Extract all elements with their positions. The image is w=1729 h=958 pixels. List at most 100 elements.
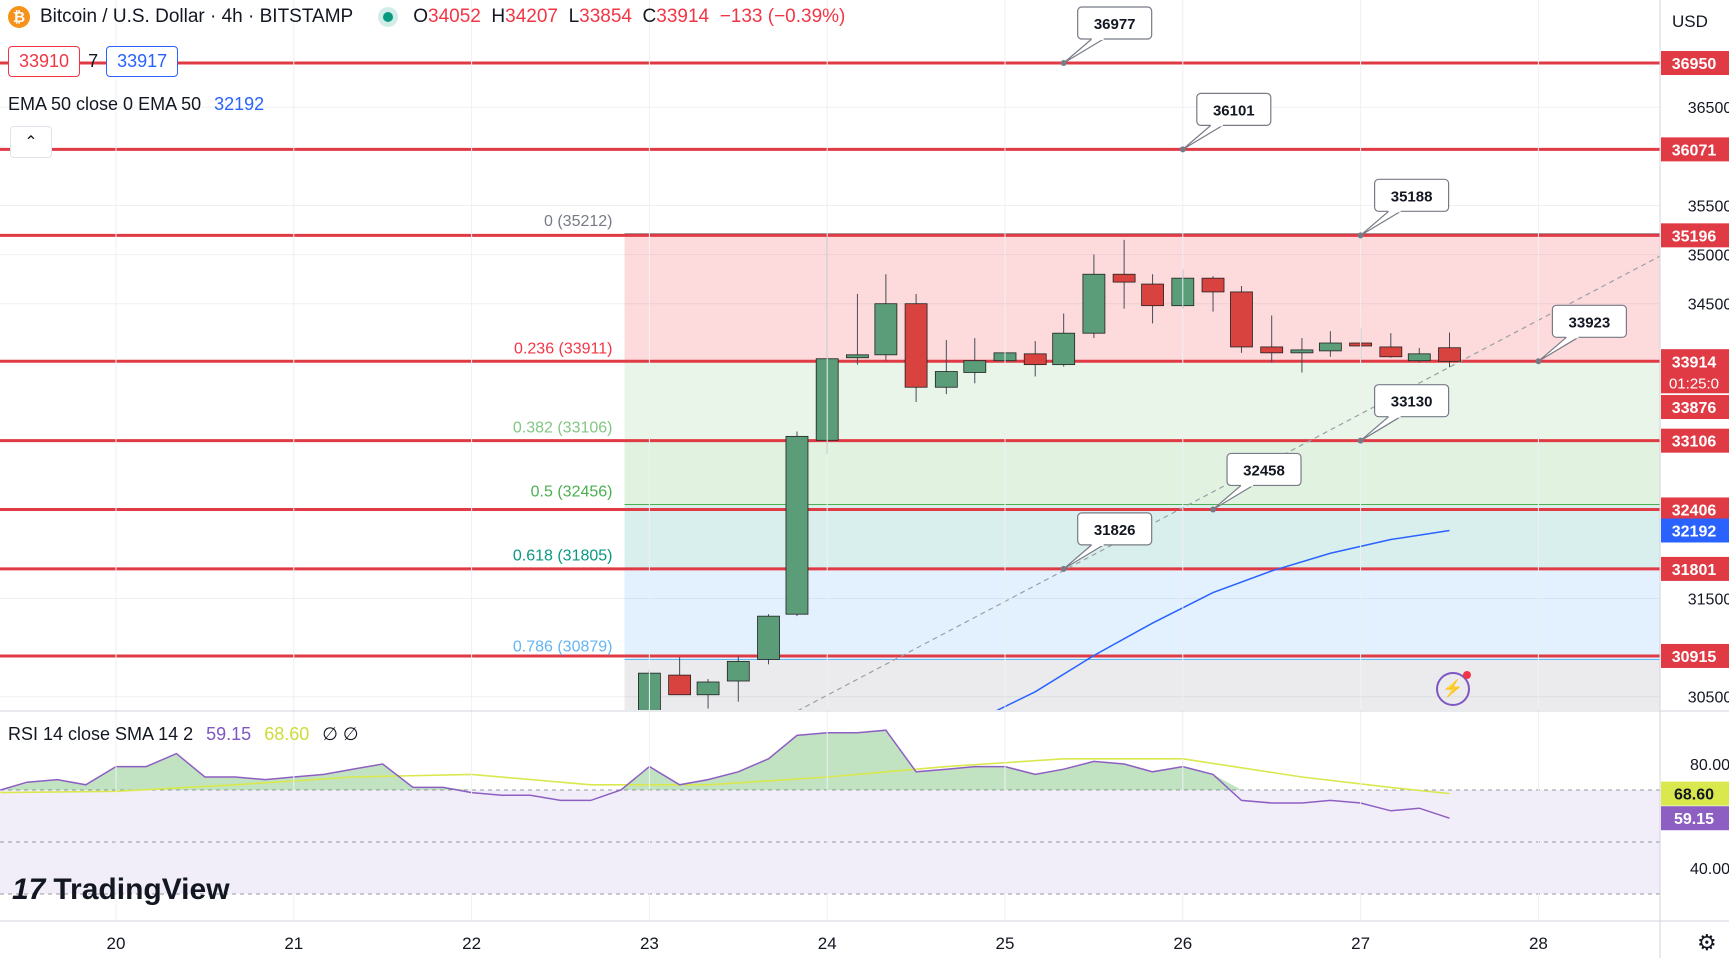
trend-line	[797, 255, 1660, 710]
buy-button[interactable]: 33917	[106, 46, 179, 77]
tradingview-logo[interactable]: 17 TradingView	[12, 873, 230, 907]
callout-label: 31826	[1094, 522, 1136, 539]
rsi-band	[0, 790, 1660, 894]
chevron-up-icon[interactable]: ⌃	[10, 126, 52, 158]
ema-value: 32192	[214, 94, 265, 114]
level-axis-badge	[1661, 428, 1729, 453]
axis-badge	[1661, 518, 1729, 543]
notification-dot	[1463, 671, 1471, 679]
candle-body	[1082, 273, 1106, 334]
callout-label: 33923	[1569, 314, 1611, 331]
level-axis-label: 31801	[1672, 562, 1717, 579]
axis-badge-label: 32192	[1672, 523, 1717, 540]
bitcoin-icon: ₿	[8, 6, 30, 28]
candle-body	[1112, 273, 1136, 283]
price-change: −133 (−0.39%)	[719, 6, 846, 27]
candle-body	[963, 360, 987, 373]
rsi-tick-label: 80.00	[1690, 757, 1729, 774]
level-axis-label: 36950	[1672, 56, 1717, 73]
callout-box	[1373, 178, 1450, 212]
time-tick-label: 21	[284, 934, 303, 953]
candle-body	[1052, 332, 1076, 366]
axis-badge	[1661, 349, 1729, 394]
rsi-sma-line	[0, 757, 1450, 795]
callout-pointer	[1360, 210, 1403, 236]
spread-value: 7	[88, 51, 99, 71]
rsi-line	[0, 729, 1450, 819]
callout-pointer	[1063, 38, 1106, 64]
callout-pointer	[1182, 124, 1225, 150]
callout-box	[1373, 384, 1450, 418]
candle-body	[874, 303, 898, 356]
time-tick-label: 23	[640, 934, 659, 953]
level-axis-badge	[1661, 556, 1729, 581]
axis-badge-label: 33876	[1672, 400, 1717, 417]
countdown-label: 01:25:0	[1669, 375, 1719, 392]
callout-box	[1077, 6, 1153, 40]
symbol-legend[interactable]: ₿ Bitcoin / U.S. Dollar · 4h · BITSTAMP …	[8, 6, 845, 28]
callout-label: 33130	[1391, 394, 1433, 411]
candle-body	[846, 354, 869, 359]
tradingview-wordmark: TradingView	[53, 873, 230, 906]
level-axis-label: 33106	[1672, 434, 1717, 451]
symbol-title[interactable]: Bitcoin / U.S. Dollar · 4h · BITSTAMP	[40, 6, 354, 27]
rsi-axis-badge-label: 59.15	[1674, 811, 1714, 828]
rsi-pane	[0, 729, 1660, 895]
price-tick-label: 31500	[1688, 591, 1729, 608]
callout-label: 32458	[1243, 462, 1285, 479]
candle-body	[1201, 277, 1225, 293]
time-tick-label: 28	[1529, 934, 1548, 953]
time-tick-label: 26	[1173, 934, 1192, 953]
callout-box	[1551, 304, 1628, 338]
gear-icon[interactable]: ⚙	[1697, 930, 1717, 955]
currency-label[interactable]: USD	[1672, 12, 1708, 31]
fib-label: 0.618 (31805)	[513, 548, 613, 565]
candle-body	[668, 674, 692, 696]
fib-label: 0 (35212)	[544, 213, 613, 230]
candle-body	[904, 303, 928, 388]
time-tick-label: 27	[1351, 934, 1370, 953]
sell-button[interactable]: 33910	[8, 46, 81, 77]
candle-body	[226, 758, 248, 770]
rsi-label: RSI 14 close SMA 14 2	[8, 724, 194, 744]
rsi-value: 59.15	[206, 724, 252, 744]
quote-buttons: 33910 7 33917	[8, 46, 179, 77]
candle-body	[1290, 349, 1314, 354]
rsi-sma-value: 68.60	[264, 724, 310, 744]
time-tick-label: 25	[996, 934, 1015, 953]
price-tick-label: 35500	[1688, 198, 1729, 215]
level-axis-label: 35196	[1672, 228, 1717, 245]
rsi-tick-label: 40.00	[1690, 861, 1729, 878]
ohlc-values: O34052 H34207 L33854 C33914 −133 (−0.39%…	[413, 6, 846, 27]
candle-body	[254, 757, 276, 764]
fib-label: 0.236 (33911)	[514, 341, 612, 358]
callout-label: 36977	[1094, 16, 1136, 33]
candle-body	[1318, 342, 1342, 352]
candle-body	[1379, 346, 1403, 358]
lightning-icon[interactable]: ⚡	[1436, 671, 1471, 706]
ema-legend[interactable]: EMA 50 close 0 EMA 50 32192	[8, 94, 264, 115]
rsi-axis-badge	[1661, 781, 1729, 806]
candle-body	[1438, 347, 1461, 362]
price-tick-label: 35000	[1688, 248, 1729, 265]
rsi-legend[interactable]: RSI 14 close SMA 14 2 59.15 68.60 ∅ ∅	[8, 724, 359, 745]
level-axis-badge	[1661, 137, 1729, 162]
callout-box	[1077, 512, 1153, 546]
fib-zone	[624, 440, 1660, 505]
price-pane	[0, 61, 1660, 770]
fib-label: 0.5 (32456)	[531, 484, 613, 501]
level-axis-badge	[1661, 643, 1729, 668]
rsi-overbought-fill	[0, 730, 1450, 790]
callout-box	[1196, 92, 1272, 126]
time-tick-label: 22	[462, 934, 481, 953]
level-axis-badge	[1661, 497, 1729, 522]
candle-body	[726, 660, 750, 682]
fib-label: 0.786 (30879)	[513, 638, 613, 655]
candle-body	[1230, 291, 1253, 348]
rsi-axis-badge-label: 68.60	[1674, 787, 1714, 804]
level-axis-label: 30915	[1672, 649, 1717, 666]
rsi-extra-values: ∅ ∅	[322, 724, 359, 744]
ema-label: EMA 50 close 0 EMA 50	[8, 94, 202, 114]
market-open-icon	[383, 12, 394, 22]
